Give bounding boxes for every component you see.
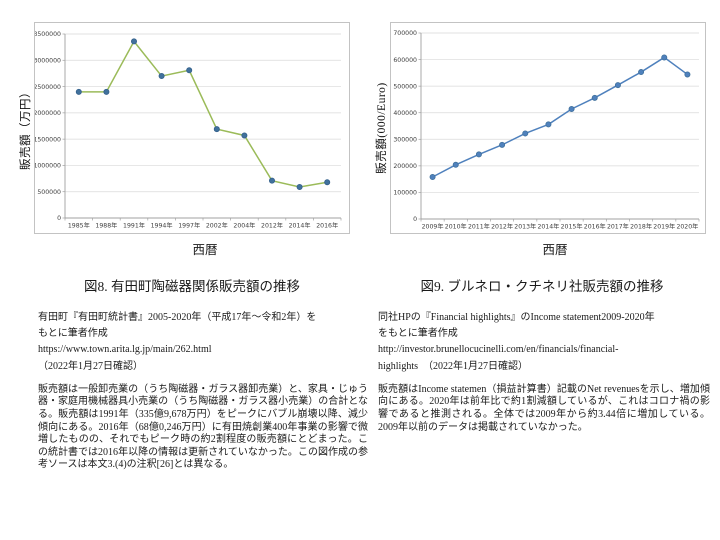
svg-text:2010年: 2010年 [445, 223, 467, 231]
svg-text:2019年: 2019年 [653, 223, 675, 231]
svg-text:300000: 300000 [393, 136, 417, 143]
svg-text:2500000: 2500000 [34, 84, 61, 91]
svg-text:500000: 500000 [393, 83, 417, 90]
source-note: 有田町『有田町統計書』2005-2020年（平成17年～令和2年）を もとに筆者… [38, 312, 317, 372]
arita-sales-line-chart: 0 500000 1000000 1500000 2000000 2500000 30000… [34, 22, 350, 234]
x-axis-label: 西暦 [542, 243, 568, 257]
svg-text:1991年: 1991年 [123, 222, 145, 230]
svg-text:1994年: 1994年 [151, 222, 173, 230]
svg-text:3500000: 3500000 [34, 31, 61, 38]
figure-caption: 図9. ブルネロ・クチネリ社販売額の推移 [420, 279, 664, 294]
figure-caption: 図8. 有田町陶磁器関係販売額の推移 [84, 279, 300, 294]
y-axis-label-wrap: 販売額（万円） [16, 23, 34, 233]
figure-8-chart-area: 販売額（万円） 0 500000 1000000 1500000 2000000 2500… [16, 22, 368, 234]
source-note: 同社HPの『Financial highlights』のIncome state… [378, 312, 655, 372]
svg-text:2009年: 2009年 [422, 223, 444, 231]
svg-text:2014年: 2014年 [537, 223, 559, 231]
svg-text:2002年: 2002年 [206, 222, 228, 230]
svg-text:100000: 100000 [393, 190, 417, 197]
figure-description: 販売額はIncome statemen（損益計算書）記載のNet revenue… [378, 383, 710, 433]
svg-text:2011年: 2011年 [468, 223, 490, 231]
svg-text:2012年: 2012年 [491, 223, 513, 231]
svg-text:700000: 700000 [393, 30, 417, 37]
svg-text:2000000: 2000000 [34, 110, 61, 117]
svg-text:400000: 400000 [393, 110, 417, 117]
svg-text:2014年: 2014年 [289, 222, 311, 230]
x-axis-label: 西暦 [192, 243, 218, 257]
svg-text:2004年: 2004年 [233, 222, 255, 230]
svg-text:2016年: 2016年 [316, 222, 338, 230]
svg-text:1997年: 1997年 [178, 222, 200, 230]
svg-text:2013年: 2013年 [514, 223, 536, 231]
svg-text:0: 0 [57, 215, 61, 222]
svg-text:0: 0 [413, 216, 417, 223]
y-axis-label: 販売額(000/Euro) [376, 82, 388, 174]
svg-text:2017年: 2017年 [607, 223, 629, 231]
svg-text:2015年: 2015年 [561, 223, 583, 231]
svg-text:2012年: 2012年 [261, 222, 283, 230]
y-axis-label-wrap: 販売額(000/Euro) [372, 23, 390, 233]
svg-text:2020年: 2020年 [676, 223, 698, 231]
svg-text:200000: 200000 [393, 163, 417, 170]
svg-text:3000000: 3000000 [34, 57, 61, 64]
svg-text:1988年: 1988年 [95, 222, 117, 230]
svg-text:1000000: 1000000 [34, 163, 61, 170]
figure-description: 販売額は一般卸売業の（うち陶磁器・ガラス器卸売業）と、家具・じゅう器・家庭用機械… [38, 383, 368, 471]
svg-text:600000: 600000 [393, 57, 417, 64]
svg-text:1500000: 1500000 [34, 136, 61, 143]
svg-text:2018年: 2018年 [630, 223, 652, 231]
brunello-cucinelli-sales-line-chart: 0 100000 200000 300000 400000 500000 600000 700… [390, 22, 706, 234]
svg-text:500000: 500000 [37, 189, 61, 196]
svg-text:1985年: 1985年 [68, 222, 90, 230]
figure-9-chart-area: 販売額(000/Euro) 0 100000 200000 300000 400000 5… [372, 22, 712, 234]
figure-9-column: 販売額(000/Euro) 0 100000 200000 300000 400000 5… [372, 22, 712, 434]
figure-8-column: 販売額（万円） 0 500000 1000000 1500000 2000000 2500… [16, 22, 368, 472]
y-axis-label: 販売額（万円） [20, 86, 32, 170]
svg-text:2016年: 2016年 [584, 223, 606, 231]
